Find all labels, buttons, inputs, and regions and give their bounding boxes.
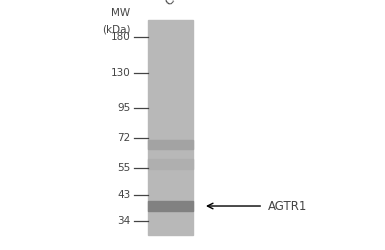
Bar	[148, 159, 193, 169]
Text: MW: MW	[111, 8, 131, 18]
Text: AGTR1: AGTR1	[268, 200, 308, 212]
Text: 95: 95	[117, 103, 131, 113]
Bar	[148, 201, 193, 211]
Text: 180: 180	[111, 32, 131, 42]
Bar	[148, 140, 193, 149]
Text: 55: 55	[117, 163, 131, 173]
Text: 130: 130	[111, 68, 131, 78]
Text: (kDa): (kDa)	[102, 24, 131, 34]
Text: CT26: CT26	[164, 0, 191, 8]
Text: 72: 72	[117, 133, 131, 143]
Text: 43: 43	[117, 190, 131, 200]
Bar	[148, 20, 193, 235]
Text: 34: 34	[117, 216, 131, 226]
